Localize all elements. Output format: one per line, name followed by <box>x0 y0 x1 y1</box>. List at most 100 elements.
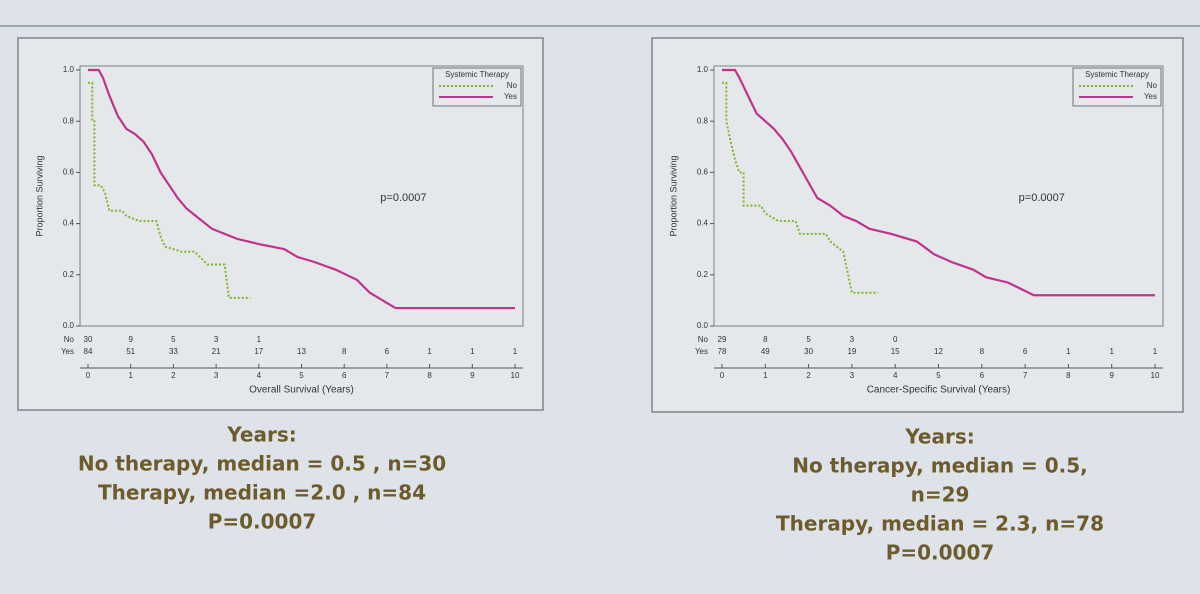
at-risk-count: 21 <box>212 347 221 356</box>
caption-line: No therapy, median = 0.5 , n=30 <box>78 452 446 476</box>
caption-line: Therapy, median =2.0 , n=84 <box>98 481 426 505</box>
x-tick-label: 6 <box>342 371 347 380</box>
at-risk-count: 1 <box>1153 347 1158 356</box>
caption-line: n=29 <box>911 483 970 507</box>
y-tick-label: 1.0 <box>697 65 709 74</box>
plot-area <box>713 65 1164 327</box>
x-tick-label: 5 <box>936 371 941 380</box>
x-tick-label: 1 <box>763 371 768 380</box>
y-tick-label: 0.8 <box>697 116 709 125</box>
caption-line: Years: <box>904 425 974 449</box>
x-tick-label: 7 <box>1023 371 1028 380</box>
at-risk-count: 49 <box>761 347 770 356</box>
at-risk-count: 19 <box>847 347 856 356</box>
survival-curve <box>722 81 878 294</box>
at-risk-count: 9 <box>128 335 133 344</box>
x-tick-label: 6 <box>980 371 985 380</box>
at-risk-count: 29 <box>718 335 727 344</box>
at-risk-count: 33 <box>169 347 178 356</box>
at-risk-count: 84 <box>84 347 93 356</box>
at-risk-count: 13 <box>297 347 306 356</box>
chart-panel: 0.0 0.2 0.4 0.6 0.8 1.0 0 1 2 3 4 5 6 7 8 9 10 No 30 9 5 3 1 Ye… <box>17 37 544 411</box>
x-tick-label: 8 <box>1066 371 1071 380</box>
x-tick-label: 4 <box>257 371 262 380</box>
p-value: p=0.0007 <box>380 192 426 204</box>
at-risk-row-label: No <box>64 335 75 344</box>
at-risk-count: 5 <box>171 335 176 344</box>
x-tick-label: 0 <box>86 371 91 380</box>
x-tick-label: 0 <box>720 371 725 380</box>
x-tick-label: 8 <box>427 371 432 380</box>
caption-line: Therapy, median = 2.3, n=78 <box>776 512 1104 536</box>
y-tick-label: 1.0 <box>63 65 75 74</box>
survival-curve <box>88 81 251 299</box>
survival-curve <box>722 68 1155 297</box>
at-risk-count: 0 <box>893 335 898 344</box>
at-risk-count: 8 <box>980 347 985 356</box>
at-risk-count: 8 <box>342 347 347 356</box>
at-risk-count: 5 <box>806 335 811 344</box>
y-tick-label: 0.6 <box>63 168 75 177</box>
x-tick-label: 4 <box>893 371 898 380</box>
x-tick-label: 3 <box>214 371 219 380</box>
y-tick-label: 0.0 <box>63 321 75 330</box>
legend-title: Systemic Therapy <box>445 70 509 79</box>
x-tick-label: 10 <box>1151 371 1160 380</box>
y-tick-label: 0.0 <box>697 321 709 330</box>
y-tick-label: 0.4 <box>697 219 709 228</box>
x-axis-label: Overall Survival (Years) <box>249 385 354 396</box>
at-risk-count: 3 <box>214 335 219 344</box>
at-risk-count: 3 <box>850 335 855 344</box>
y-tick-label: 0.2 <box>63 270 75 279</box>
x-tick-label: 9 <box>470 371 475 380</box>
caption-line: Years: <box>226 423 296 447</box>
at-risk-count: 78 <box>718 347 727 356</box>
plot-area <box>79 65 524 327</box>
p-value: p=0.0007 <box>1019 192 1065 204</box>
at-risk-row-label: No <box>698 335 709 344</box>
x-tick-label: 2 <box>171 371 176 380</box>
y-tick-label: 0.8 <box>63 116 75 125</box>
at-risk-count: 1 <box>513 347 518 356</box>
y-axis-label: Proportion Surviving <box>668 155 678 236</box>
y-axis-label: Proportion Surviving <box>34 155 44 236</box>
x-tick-label: 5 <box>299 371 304 380</box>
caption-line: No therapy, median = 0.5, <box>792 454 1088 478</box>
x-tick-label: 3 <box>850 371 855 380</box>
at-risk-row-label: Yes <box>61 347 74 356</box>
y-tick-label: 0.6 <box>697 168 709 177</box>
at-risk-count: 12 <box>934 347 943 356</box>
at-risk-row-label: Yes <box>695 347 708 356</box>
x-tick-label: 1 <box>128 371 133 380</box>
legend-label: Yes <box>1144 92 1157 101</box>
x-tick-label: 2 <box>806 371 811 380</box>
legend-label: No <box>507 81 518 90</box>
legend-label: Yes <box>504 92 517 101</box>
at-risk-count: 6 <box>385 347 390 356</box>
at-risk-count: 1 <box>257 335 262 344</box>
at-risk-count: 30 <box>84 335 93 344</box>
at-risk-count: 15 <box>891 347 900 356</box>
caption-line: P=0.0007 <box>886 541 995 565</box>
at-risk-count: 1 <box>1109 347 1114 356</box>
at-risk-count: 17 <box>254 347 263 356</box>
at-risk-count: 30 <box>804 347 813 356</box>
survival-curve <box>88 68 515 310</box>
y-tick-label: 0.2 <box>697 270 709 279</box>
at-risk-count: 1 <box>470 347 475 356</box>
at-risk-count: 51 <box>126 347 135 356</box>
x-tick-label: 10 <box>511 371 520 380</box>
x-tick-label: 7 <box>385 371 390 380</box>
legend-title: Systemic Therapy <box>1085 70 1149 79</box>
x-tick-label: 9 <box>1109 371 1114 380</box>
at-risk-count: 6 <box>1023 347 1028 356</box>
at-risk-count: 8 <box>763 335 768 344</box>
at-risk-count: 1 <box>427 347 432 356</box>
caption-line: P=0.0007 <box>208 510 317 534</box>
legend-label: No <box>1147 81 1158 90</box>
x-axis-label: Cancer-Specific Survival (Years) <box>867 385 1011 396</box>
at-risk-count: 1 <box>1066 347 1071 356</box>
